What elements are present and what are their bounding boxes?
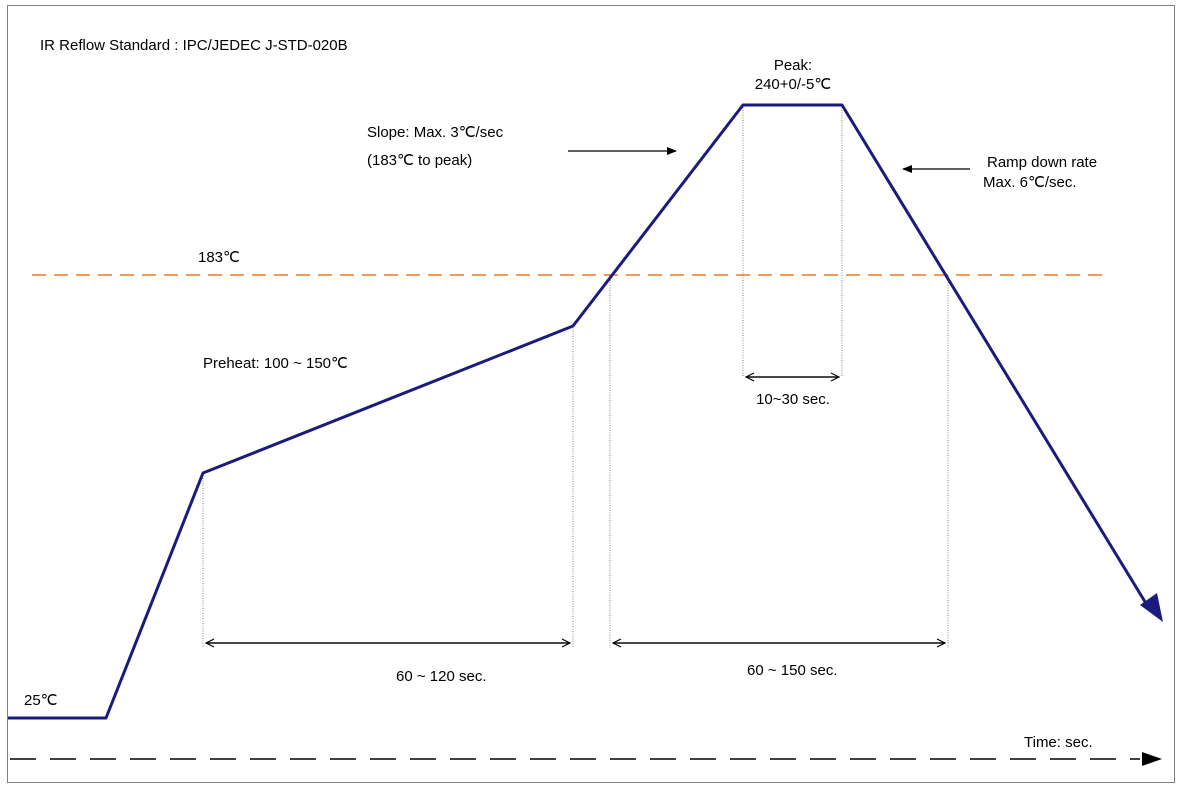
liquidus-duration-label: 60 ~ 150 sec. <box>747 662 838 679</box>
liquidus-temp-label: 183℃ <box>198 249 240 266</box>
diagram-frame <box>7 5 1175 783</box>
diagram-title: IR Reflow Standard : IPC/JEDEC J-STD-020… <box>40 37 348 54</box>
preheat-label: Preheat: 100 ~ 150℃ <box>203 355 348 372</box>
peak-duration-label: 10~30 sec. <box>756 391 830 408</box>
ramp-down-label-line2: Max. 6℃/sec. <box>983 174 1077 191</box>
slope-label-line2: (183℃ to peak) <box>367 152 473 169</box>
peak-value: 240+0/-5℃ <box>754 76 832 93</box>
time-axis-label: Time: sec. <box>1024 734 1093 751</box>
time-axis-arrowhead <box>1142 752 1162 766</box>
profile-arrowhead <box>1140 593 1163 622</box>
start-temp-label: 25℃ <box>24 692 58 709</box>
ramp-down-label-line1: Ramp down rate <box>987 154 1098 171</box>
reflow-profile-curve <box>8 103 1152 720</box>
peak-label: Peak: <box>773 57 813 74</box>
preheat-duration-label: 60 ~ 120 sec. <box>396 668 487 685</box>
slope-label-line1: Slope: Max. 3℃/sec <box>367 124 504 141</box>
